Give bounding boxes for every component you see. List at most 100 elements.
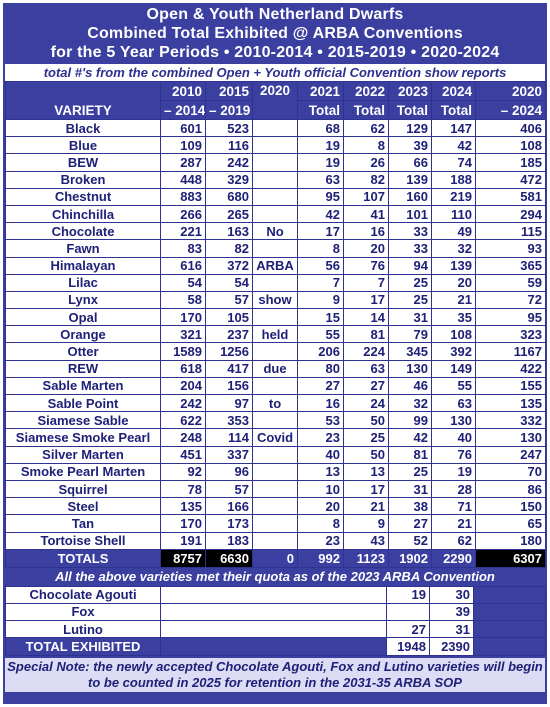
value-2022: 16 <box>343 222 389 241</box>
table-row: Fawn 83 82 8 20 33 32 93 <box>5 239 546 258</box>
value-2022: 24 <box>343 393 389 413</box>
value-2022: 17 <box>343 290 389 310</box>
value-2024: 20 <box>431 273 476 292</box>
value-2023: 27 <box>388 514 432 533</box>
title-line-2: Combined Total Exhibited @ ARBA Conventi… <box>87 25 463 42</box>
totals-2020: 0 <box>252 548 298 568</box>
value-2021: 206 <box>297 342 344 361</box>
header-variety: VARIETY <box>5 81 161 120</box>
value-2010-2014: 622 <box>160 411 206 430</box>
new-varieties-table: Chocolate Agouti 19 30 Fox 39 Lutino 27 31 TOTA… <box>5 585 546 657</box>
variety-name: Blue <box>5 136 161 155</box>
value-2015-2019: 237 <box>205 325 253 344</box>
new-variety-row: Fox 39 <box>5 602 546 622</box>
value-2015-2019: 166 <box>205 497 253 516</box>
value-2020-2024: 472 <box>475 170 546 189</box>
value-2010-2014: 221 <box>160 222 206 241</box>
new-variety-row: Lutino 27 31 <box>5 620 546 639</box>
value-2024: 74 <box>431 153 476 172</box>
value-2010-2014: 191 <box>160 531 206 550</box>
value-2021: 17 <box>297 222 344 241</box>
value-2023: 129 <box>388 118 432 138</box>
value-2020-2024: 1167 <box>475 342 546 361</box>
value-2023: 33 <box>388 222 432 241</box>
value-2015-2019: 265 <box>205 204 253 224</box>
table-row: Sable Marten 204 156 27 27 46 55 155 <box>5 376 546 396</box>
header-2023-top: 2023 <box>388 81 432 101</box>
value-2023: 345 <box>388 342 432 361</box>
value-2023: 31 <box>388 308 432 327</box>
value-2022: 14 <box>343 308 389 327</box>
value-2024: 49 <box>431 222 476 241</box>
totals-2015-2019: 6630 <box>205 548 253 568</box>
value-2022: 107 <box>343 187 389 206</box>
value-2024: 42 <box>431 136 476 155</box>
value-2015-2019: 54 <box>205 273 253 292</box>
note-2020 <box>252 136 298 155</box>
value-2020-2024: 86 <box>475 479 546 499</box>
note-2020: Covid <box>252 428 298 447</box>
value-2024: 32 <box>431 239 476 258</box>
value-2023: 66 <box>388 153 432 172</box>
value-2022: 26 <box>343 153 389 172</box>
table-row: Opal 170 105 15 14 31 35 95 <box>5 308 546 327</box>
value-2022: 8 <box>343 136 389 155</box>
value-2024: 188 <box>431 170 476 189</box>
value-2022: 82 <box>343 170 389 189</box>
value-2020-2024: 247 <box>475 445 546 464</box>
variety-table: VARIETY 2010 2015 2020 2021 2022 2023 20… <box>5 81 546 568</box>
value-2010-2014: 321 <box>160 325 206 344</box>
value-2021: 19 <box>297 153 344 172</box>
header-2022-top: 2022 <box>343 81 389 101</box>
note-2020: show <box>252 290 298 310</box>
value-2021: 20 <box>297 497 344 516</box>
total-exhibited-row: TOTAL EXHIBITED 1948 2390 <box>5 637 546 657</box>
variety-name: Lynx <box>5 290 161 310</box>
value-2020-2024: 65 <box>475 514 546 533</box>
table-row: Otter 1589 1256 206 224 345 392 1167 <box>5 342 546 361</box>
value-2015-2019: 116 <box>205 136 253 155</box>
value-2020-2024: 59 <box>475 273 546 292</box>
value-2010-2014: 58 <box>160 290 206 310</box>
value-2020-2024: 115 <box>475 222 546 241</box>
new-variety-2024: 30 <box>429 585 474 604</box>
value-2024: 21 <box>431 514 476 533</box>
table-row: Siamese Smoke Pearl 248 114 Covid 23 25 42 40 13… <box>5 428 546 447</box>
value-2020-2024: 155 <box>475 376 546 396</box>
value-2023: 25 <box>388 462 432 481</box>
total-exhibited-label: TOTAL EXHIBITED <box>5 637 161 657</box>
value-2023: 81 <box>388 445 432 464</box>
title-line-3: for the 5 Year Periods • 2010-2014 • 201… <box>50 44 500 61</box>
note-2020 <box>252 204 298 224</box>
table-row: Black 601 523 68 62 129 147 406 <box>5 118 546 138</box>
value-2022: 25 <box>343 428 389 447</box>
totals-2020-2024: 6307 <box>475 548 546 568</box>
value-2020-2024: 323 <box>475 325 546 344</box>
value-2020-2024: 185 <box>475 153 546 172</box>
header-2010-2014-top: 2010 <box>160 81 206 101</box>
table-row: Chinchilla 266 265 42 41 101 110 294 <box>5 204 546 224</box>
value-2015-2019: 372 <box>205 256 253 275</box>
table-row: Tortoise Shell 191 183 23 43 52 62 180 <box>5 531 546 550</box>
value-2010-2014: 248 <box>160 428 206 447</box>
variety-name: REW <box>5 359 161 378</box>
value-2024: 219 <box>431 187 476 206</box>
value-2020-2024: 135 <box>475 393 546 413</box>
value-2020-2024: 72 <box>475 290 546 310</box>
value-2022: 81 <box>343 325 389 344</box>
totals-2010-2014: 8757 <box>160 548 206 568</box>
value-2010-2014: 451 <box>160 445 206 464</box>
value-2024: 76 <box>431 445 476 464</box>
value-2024: 139 <box>431 256 476 275</box>
value-2022: 41 <box>343 204 389 224</box>
value-2023: 32 <box>388 393 432 413</box>
header-2020: 2020 <box>252 81 298 120</box>
totals-2021: 992 <box>297 548 344 568</box>
variety-name: Lilac <box>5 273 161 292</box>
new-variety-empty <box>473 585 546 604</box>
note-2020: due <box>252 359 298 378</box>
value-2021: 95 <box>297 187 344 206</box>
table-row: Smoke Pearl Marten 92 96 13 13 25 19 70 <box>5 462 546 481</box>
value-2015-2019: 96 <box>205 462 253 481</box>
note-2020 <box>252 308 298 327</box>
